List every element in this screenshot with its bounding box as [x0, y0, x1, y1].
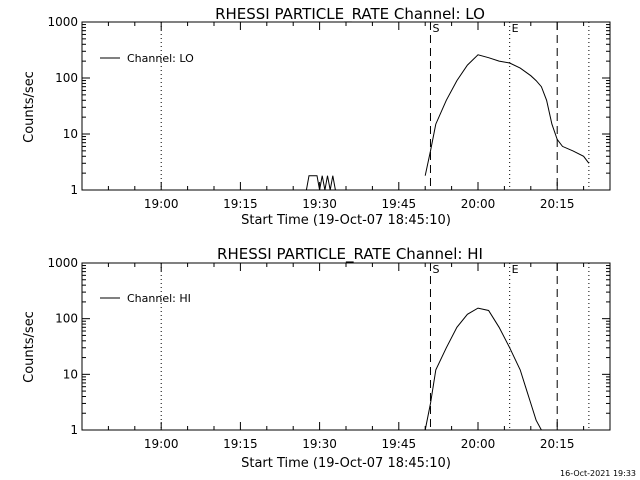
hi-y-axis-label: Counts/sec — [22, 311, 37, 383]
hi-y-tick-label: 100 — [55, 312, 78, 326]
lo-marker-label-s: S — [432, 22, 439, 35]
lo-x-tick-label: 20:00 — [461, 197, 496, 211]
lo-y-tick-label: 1 — [70, 183, 78, 197]
lo-x-tick-label: 19:00 — [144, 197, 179, 211]
hi-x-axis-label: Start Time (19-Oct-07 18:45:10) — [241, 456, 451, 471]
hi-channel-panel: RHESSI PARTICLE_RATE Channel: HI Counts/… — [22, 245, 611, 471]
hi-chart-title: RHESSI PARTICLE_RATE Channel: HI — [217, 245, 483, 264]
lo-x-tick-label: 19:30 — [302, 197, 337, 211]
hi-series-line — [424, 307, 542, 431]
hi-x-tick-label: 19:00 — [144, 437, 179, 451]
lo-chart-title: RHESSI PARTICLE_RATE Channel: LO — [215, 5, 485, 24]
lo-x-tick-label: 19:15 — [223, 197, 258, 211]
hi-y-tick-label: 1000 — [47, 256, 78, 270]
lo-series-line — [305, 175, 336, 191]
lo-x-axis-label: Start Time (19-Oct-07 18:45:10) — [241, 213, 451, 228]
footer-timestamp: 16-Oct-2021 19:33 — [560, 469, 636, 478]
lo-channel-panel: RHESSI PARTICLE_RATE Channel: LO Counts/… — [22, 5, 611, 228]
lo-y-axis-label: Counts/sec — [22, 71, 37, 143]
hi-x-tick-label: 20:15 — [540, 437, 575, 451]
hi-x-tick-label: 20:00 — [461, 437, 496, 451]
lo-legend-label: Channel: LO — [127, 52, 194, 65]
hi-marker-label-e: E — [512, 263, 519, 276]
hi-y-tick-label: 10 — [63, 367, 78, 381]
lo-series-line — [424, 54, 590, 176]
lo-marker-label-e: E — [512, 22, 519, 35]
hi-x-tick-label: 19:45 — [382, 437, 417, 451]
hi-legend-label: Channel: HI — [127, 292, 191, 305]
hi-marker-label-s: S — [432, 263, 439, 276]
lo-y-tick-label: 100 — [55, 71, 78, 85]
lo-y-tick-label: 10 — [63, 127, 78, 141]
lo-x-tick-label: 19:45 — [382, 197, 417, 211]
lo-y-tick-label: 1000 — [47, 15, 78, 29]
hi-x-tick-label: 19:15 — [223, 437, 258, 451]
hi-x-tick-label: 19:30 — [302, 437, 337, 451]
hi-y-tick-label: 1 — [70, 423, 78, 437]
lo-x-tick-label: 20:15 — [540, 197, 575, 211]
